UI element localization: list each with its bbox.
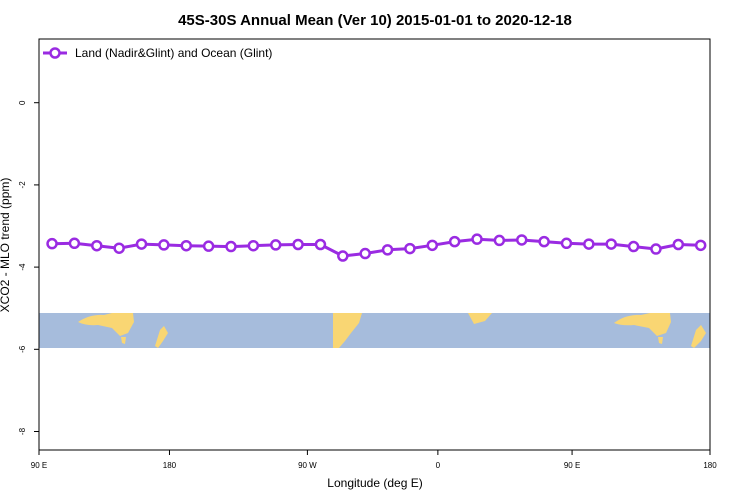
data-point <box>583 238 595 250</box>
y-tick-label: -2 <box>18 181 27 189</box>
y-tick-label: 0 <box>18 100 27 105</box>
y-tick-label: -8 <box>18 427 27 435</box>
data-point <box>627 240 640 253</box>
data-point <box>471 233 483 245</box>
data-point <box>515 234 528 246</box>
data-point <box>180 239 192 252</box>
y-axis-label: XCO2 - MLO trend (ppm) <box>0 178 12 313</box>
x-tick-label: 0 <box>436 461 441 470</box>
world-map-strip <box>39 313 710 348</box>
x-tick-label: 90 E <box>564 461 580 470</box>
y-axis: 0 -2 -4 -6 -8 <box>18 100 39 435</box>
data-point <box>359 247 371 260</box>
plot-frame <box>38 38 711 451</box>
x-tick-label: 90 W <box>298 461 317 470</box>
data-point <box>269 239 282 251</box>
legend-label: Land (Nadir&Glint) and Ocean (Glint) <box>75 46 272 60</box>
x-tick-label: 180 <box>163 461 177 470</box>
data-point <box>337 250 349 262</box>
data-point <box>113 242 125 254</box>
data-point <box>158 239 170 251</box>
data-point <box>68 237 81 250</box>
data-point <box>426 239 439 252</box>
data-point <box>694 239 707 252</box>
series-layer <box>46 233 707 262</box>
data-point <box>560 237 573 250</box>
data-point <box>404 242 416 255</box>
x-tick-label: 180 <box>703 461 717 470</box>
y-tick-label: -4 <box>18 263 27 271</box>
x-axis: 90 E 180 90 W 0 90 E 180 <box>31 450 717 470</box>
data-point <box>448 235 461 248</box>
data-point <box>381 244 394 256</box>
data-point <box>292 238 304 251</box>
data-point <box>672 238 685 251</box>
chart-title: 45S-30S Annual Mean (Ver 10) 2015-01-01 … <box>178 12 572 29</box>
series-line <box>51 237 701 258</box>
legend: Land (Nadir&Glint) and Ocean (Glint) <box>43 46 272 60</box>
data-point <box>605 238 617 250</box>
data-point <box>225 240 237 253</box>
x-axis-label: Longitude (deg E) <box>327 476 422 490</box>
y-tick-label: -6 <box>18 345 27 353</box>
data-point <box>538 235 550 248</box>
x-tick-label: 90 E <box>31 461 47 470</box>
data-point <box>46 237 58 250</box>
data-point <box>91 239 103 252</box>
legend-marker-swatch <box>49 47 61 59</box>
data-point <box>314 238 327 251</box>
data-point <box>247 239 260 252</box>
data-point <box>135 238 148 250</box>
data-point <box>650 243 662 255</box>
data-point <box>493 234 506 247</box>
data-point <box>202 240 215 252</box>
